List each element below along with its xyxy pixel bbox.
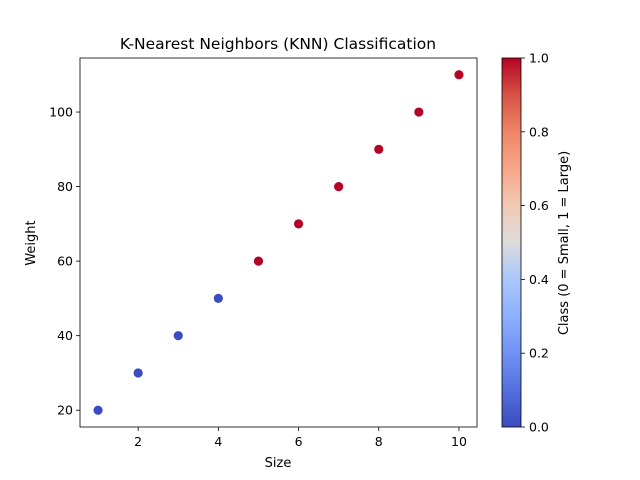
colorbar-tick-label: 0.0 (529, 420, 549, 435)
data-points (93, 70, 464, 415)
colorbar-tick-label: 0.6 (529, 198, 549, 213)
x-tick-label: 8 (375, 434, 383, 449)
x-tick-label: 4 (214, 434, 222, 449)
data-point (374, 144, 384, 154)
colorbar-tick-label: 0.8 (529, 124, 549, 139)
data-point (293, 219, 304, 229)
data-point (133, 368, 143, 378)
y-tick-label: 40 (57, 328, 73, 343)
data-point (334, 181, 344, 192)
colorbar-ticks: 0.0 0.2 0.4 0.6 0.8 1.0 (521, 51, 549, 435)
plot-frame (79, 57, 478, 428)
colorbar-tick-label: 0.4 (529, 272, 549, 287)
y-tick-label: 80 (57, 179, 73, 194)
data-point (414, 107, 424, 117)
colorbar-frame (501, 57, 522, 428)
colorbar-label: Class (0 = Small, 1 = Large) (557, 151, 572, 335)
x-axis-label: Size (265, 456, 292, 471)
data-point (93, 405, 103, 415)
y-axis-ticks: 20 40 60 80 100 (49, 105, 80, 418)
x-axis-ticks: 2 4 6 8 10 (134, 427, 467, 449)
colorbar-gradient (502, 58, 521, 427)
colorbar: 0.0 0.2 0.4 0.6 0.8 1.0 Class (0 = Small, 1 =… (501, 51, 572, 435)
data-point (454, 70, 464, 80)
plot-area (79, 57, 478, 428)
x-tick-label: 10 (451, 434, 467, 449)
data-point (173, 331, 183, 341)
y-tick-label: 20 (57, 403, 73, 418)
chart-title: K-Nearest Neighbors (KNN) Classification (120, 35, 436, 53)
colorbar-tick-label: 1.0 (529, 51, 549, 66)
y-axis-label: Weight (24, 220, 39, 265)
x-tick-label: 2 (134, 434, 142, 449)
colorbar-tick-label: 0.2 (529, 346, 549, 361)
y-tick-label: 100 (49, 105, 73, 120)
x-tick-label: 6 (295, 434, 303, 449)
y-tick-label: 60 (57, 254, 73, 269)
data-point (253, 256, 264, 266)
data-point (213, 293, 223, 304)
